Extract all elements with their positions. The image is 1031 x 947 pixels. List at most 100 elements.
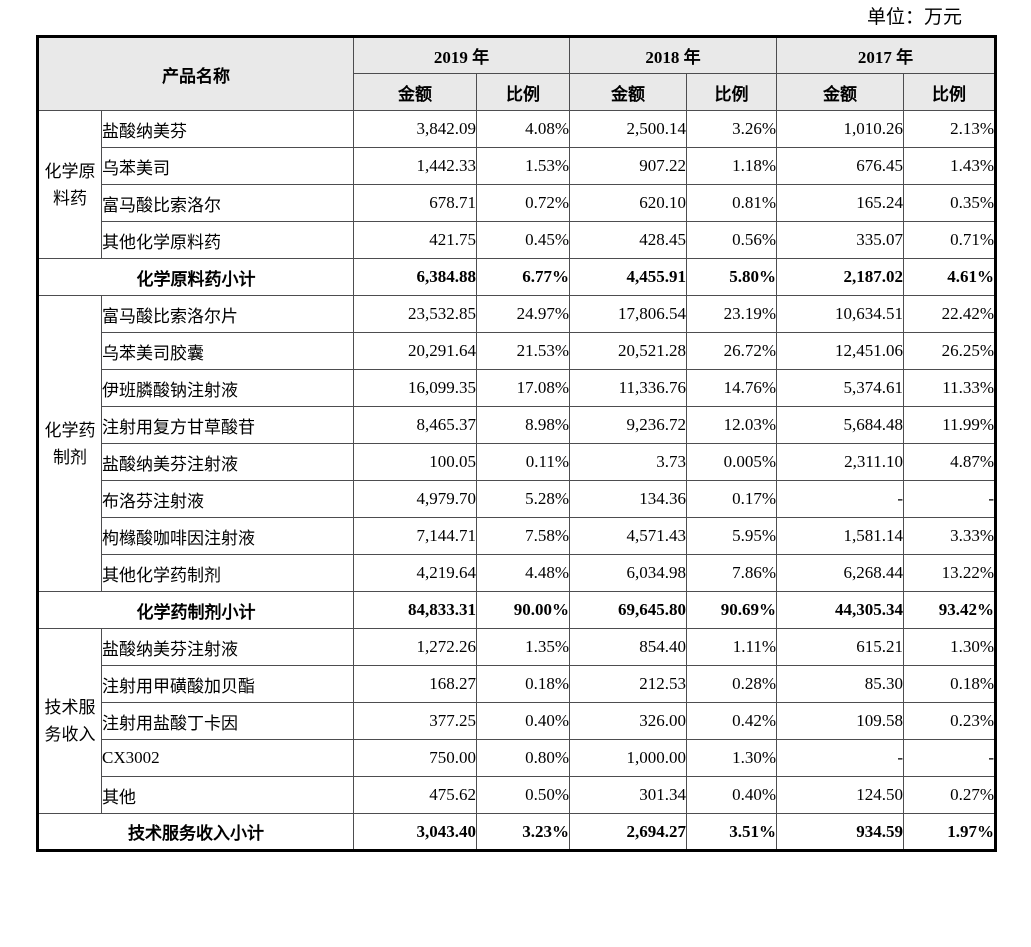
year-header-2019: 2019 年	[353, 36, 570, 74]
ratio-cell: 0.18%	[903, 665, 996, 703]
ratio-cell: 0.71%	[903, 221, 996, 259]
amount-cell: 124.50	[776, 776, 904, 814]
product-name: 注射用复方甘草酸苷	[101, 406, 354, 444]
ratio-cell: 1.35%	[476, 628, 570, 666]
amount-cell: 168.27	[353, 665, 477, 703]
ratio-cell: 0.56%	[686, 221, 777, 259]
subtotal-ratio-cell: 3.51%	[686, 813, 777, 851]
amount-cell: 1,010.26	[776, 110, 904, 148]
table-row: 化学药制剂 富马酸比索洛尔片 23,532.85 24.97% 17,806.54 23.…	[37, 295, 996, 592]
amount-cell: 907.22	[569, 147, 687, 185]
ratio-cell: 0.28%	[686, 665, 777, 703]
amount-cell: 615.21	[776, 628, 904, 666]
ratio-cell: 0.42%	[686, 702, 777, 740]
ratio-cell: 3.26%	[686, 110, 777, 148]
ratio-cell: 24.97%	[476, 295, 570, 333]
product-name: 枸橼酸咖啡因注射液	[101, 517, 354, 555]
amount-cell: 6,268.44	[776, 554, 904, 592]
subtotal-ratio-cell: 4.61%	[903, 258, 996, 296]
table-row: 富马酸比索洛尔 678.71 0.72% 620.10 0.81% 165.24 0.35%	[38, 184, 996, 222]
amount-cell: 1,442.33	[353, 147, 477, 185]
subtotal-ratio-cell: 90.69%	[686, 591, 777, 629]
subtotal-ratio-cell: 5.80%	[686, 258, 777, 296]
ratio-cell: 1.11%	[686, 628, 777, 666]
subtotal-amount-cell: 6,384.88	[353, 258, 477, 296]
header-row-subheaders: 金额 比例 金额 比例 金额 比例	[38, 73, 996, 111]
amount-cell: 11,336.76	[569, 369, 687, 407]
document-page: 单位：万元 产品名称 2019 年 2018 年 2017 年 金额 比例 金额	[36, 7, 997, 852]
subtotal-label: 技术服务收入小计	[37, 813, 354, 851]
amount-cell: 3.73	[569, 443, 687, 481]
ratio-cell: 0.40%	[476, 702, 570, 740]
product-name-header: 产品名称	[37, 36, 354, 111]
table-row: 化学原料药 盐酸纳美芬 3,842.09 4.08% 2,500.14 3.26% 1,01…	[37, 110, 996, 259]
amount-cell: 12,451.06	[776, 332, 904, 370]
ratio-header-2019: 比例	[476, 73, 570, 111]
amount-cell: 620.10	[569, 184, 687, 222]
ratio-cell: 8.98%	[476, 406, 570, 444]
product-name: 其他化学原料药	[101, 221, 354, 259]
amount-cell: 165.24	[776, 184, 904, 222]
amount-cell: 5,684.48	[776, 406, 904, 444]
table-row: 布洛芬注射液 4,979.70 5.28% 134.36 0.17% - -	[38, 480, 996, 518]
product-name: 布洛芬注射液	[101, 480, 354, 518]
table-row: 注射用甲磺酸加贝酯 168.27 0.18% 212.53 0.28% 85.30 0.18…	[38, 665, 996, 703]
ratio-cell: 0.23%	[903, 702, 996, 740]
revenue-table: 产品名称 2019 年 2018 年 2017 年 金额 比例 金额 比例 金额…	[36, 35, 997, 852]
amount-cell: 676.45	[776, 147, 904, 185]
unit-label: 单位：万元	[866, 7, 962, 28]
table-row: 盐酸纳美芬注射液 100.05 0.11% 3.73 0.005% 2,311.10 4.8…	[38, 443, 996, 481]
ratio-cell: -	[903, 480, 996, 518]
subtotal-ratio-cell: 6.77%	[476, 258, 570, 296]
amount-cell: 326.00	[569, 702, 687, 740]
subtotal-amount-cell: 2,187.02	[776, 258, 904, 296]
amount-header-2019: 金额	[353, 73, 477, 111]
amount-cell: 475.62	[353, 776, 477, 814]
amount-cell: 20,521.28	[569, 332, 687, 370]
subtotal-ratio-cell: 1.97%	[903, 813, 996, 851]
table-row: 注射用复方甘草酸苷 8,465.37 8.98% 9,236.72 12.03% 5,68…	[38, 406, 996, 444]
amount-cell: 3,842.09	[353, 110, 477, 148]
amount-cell: 8,465.37	[353, 406, 477, 444]
ratio-cell: 1.30%	[686, 739, 777, 777]
ratio-cell: 5.95%	[686, 517, 777, 555]
ratio-cell: 0.40%	[686, 776, 777, 814]
ratio-cell: 0.11%	[476, 443, 570, 481]
table-body: 化学原料药 盐酸纳美芬 3,842.09 4.08% 2,500.14 3.26% 1,01…	[37, 110, 996, 851]
subtotal-row-1: 化学药制剂小计 84,833.31 90.00% 69,645.80 90.69% 44,…	[37, 591, 996, 629]
subtotal-label: 化学原料药小计	[37, 258, 354, 296]
product-name: 盐酸纳美芬注射液	[101, 628, 354, 666]
amount-cell: 4,571.43	[569, 517, 687, 555]
amount-cell: 109.58	[776, 702, 904, 740]
product-name: 其他化学药制剂	[101, 554, 354, 592]
product-name: 乌苯美司	[101, 147, 354, 185]
ratio-cell: 1.18%	[686, 147, 777, 185]
ratio-cell: 11.33%	[903, 369, 996, 407]
year-header-2017: 2017 年	[776, 36, 996, 74]
ratio-cell: 26.72%	[686, 332, 777, 370]
subtotal-row-2: 技术服务收入小计 3,043.40 3.23% 2,694.27 3.51% 934.59…	[37, 813, 996, 851]
product-name: 盐酸纳美芬	[101, 110, 354, 148]
ratio-cell: -	[903, 739, 996, 777]
amount-cell: -	[776, 739, 904, 777]
ratio-cell: 26.25%	[903, 332, 996, 370]
amount-cell: 1,581.14	[776, 517, 904, 555]
amount-cell: 301.34	[569, 776, 687, 814]
ratio-cell: 0.005%	[686, 443, 777, 481]
product-name: 富马酸比索洛尔片	[101, 295, 354, 333]
ratio-cell: 0.17%	[686, 480, 777, 518]
amount-cell: 20,291.64	[353, 332, 477, 370]
table-row: 伊班膦酸钠注射液 16,099.35 17.08% 11,336.76 14.76% 5,…	[38, 369, 996, 407]
ratio-cell: 4.08%	[476, 110, 570, 148]
amount-cell: 678.71	[353, 184, 477, 222]
amount-cell: 4,219.64	[353, 554, 477, 592]
ratio-cell: 0.50%	[476, 776, 570, 814]
ratio-cell: 0.35%	[903, 184, 996, 222]
amount-cell: 2,500.14	[569, 110, 687, 148]
ratio-cell: 17.08%	[476, 369, 570, 407]
subtotal-ratio-cell: 93.42%	[903, 591, 996, 629]
subtotal-amount-cell: 2,694.27	[569, 813, 687, 851]
ratio-cell: 1.53%	[476, 147, 570, 185]
header-row-years: 产品名称 2019 年 2018 年 2017 年	[37, 36, 996, 111]
subtotal-amount-cell: 934.59	[776, 813, 904, 851]
